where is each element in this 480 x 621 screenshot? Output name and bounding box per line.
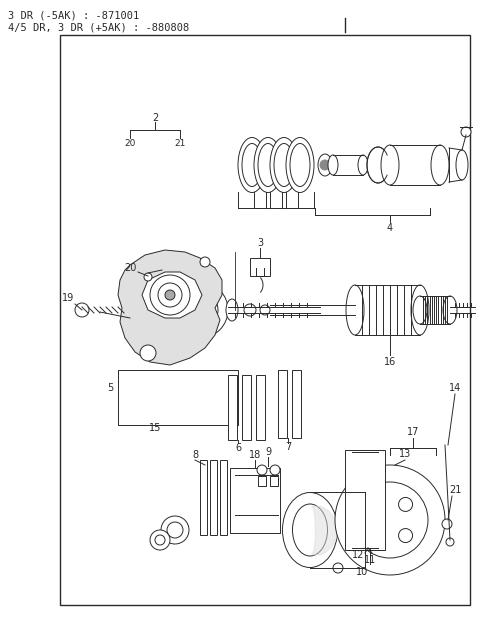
Ellipse shape [431, 145, 449, 185]
Circle shape [182, 292, 218, 328]
Circle shape [200, 257, 210, 267]
Circle shape [165, 290, 175, 300]
Circle shape [335, 465, 445, 575]
Circle shape [167, 522, 183, 538]
Ellipse shape [242, 143, 262, 186]
Text: 20: 20 [124, 138, 136, 148]
Circle shape [193, 303, 207, 317]
Circle shape [244, 304, 256, 316]
Ellipse shape [283, 492, 337, 568]
Text: 15: 15 [149, 423, 161, 433]
Ellipse shape [270, 137, 298, 193]
Ellipse shape [328, 155, 338, 175]
Ellipse shape [456, 150, 468, 180]
Circle shape [75, 303, 89, 317]
Ellipse shape [292, 504, 327, 556]
Circle shape [172, 282, 228, 338]
Circle shape [155, 535, 165, 545]
Circle shape [158, 283, 182, 307]
Bar [242, 375, 251, 440]
Text: 9: 9 [265, 447, 271, 457]
Bar [60, 35, 470, 605]
Circle shape [150, 530, 170, 550]
Circle shape [352, 482, 428, 558]
Polygon shape [118, 250, 222, 365]
Ellipse shape [238, 137, 266, 193]
Text: 14: 14 [449, 383, 461, 393]
Text: 2: 2 [152, 113, 158, 123]
Circle shape [144, 273, 152, 281]
Text: 3: 3 [257, 238, 263, 248]
Circle shape [140, 345, 156, 361]
Ellipse shape [411, 285, 429, 335]
Text: 3 DR (-5AK) : -871001: 3 DR (-5AK) : -871001 [8, 10, 139, 20]
Circle shape [442, 519, 452, 529]
Ellipse shape [254, 137, 282, 193]
Bar [345, 450, 385, 550]
Circle shape [356, 541, 364, 549]
Bar [230, 468, 280, 533]
Text: 19: 19 [62, 293, 74, 303]
Circle shape [320, 160, 330, 170]
Text: 4/5 DR, 3 DR (+5AK) : -880808: 4/5 DR, 3 DR (+5AK) : -880808 [8, 22, 189, 32]
Bar [228, 375, 237, 440]
Bar [258, 476, 266, 486]
Text: 13: 13 [399, 449, 411, 459]
Circle shape [446, 538, 454, 546]
Text: 8: 8 [192, 450, 198, 460]
Ellipse shape [358, 155, 368, 175]
Text: 20: 20 [124, 263, 136, 273]
Bar [292, 370, 301, 438]
Text: 5: 5 [107, 383, 113, 393]
Bar [278, 370, 287, 438]
Ellipse shape [290, 143, 310, 186]
Ellipse shape [318, 154, 332, 176]
Circle shape [368, 528, 382, 543]
Polygon shape [142, 272, 202, 318]
Circle shape [398, 497, 412, 512]
Text: 17: 17 [407, 427, 419, 437]
Ellipse shape [286, 137, 314, 193]
Circle shape [260, 305, 270, 315]
Ellipse shape [346, 285, 364, 335]
Circle shape [161, 516, 189, 544]
Circle shape [333, 563, 343, 573]
Ellipse shape [367, 147, 389, 183]
Bar [210, 460, 217, 535]
Text: 18: 18 [249, 450, 261, 460]
Circle shape [368, 497, 382, 512]
Text: 16: 16 [384, 357, 396, 367]
Ellipse shape [381, 145, 399, 185]
Text: 4: 4 [387, 223, 393, 233]
Text: 21: 21 [449, 485, 461, 495]
Ellipse shape [274, 143, 294, 186]
Ellipse shape [258, 143, 278, 186]
Circle shape [398, 528, 412, 543]
Bar [250, 258, 270, 276]
Bar [256, 375, 265, 440]
Circle shape [150, 275, 190, 315]
Bar [200, 460, 207, 535]
Ellipse shape [443, 296, 457, 324]
Text: 11: 11 [364, 555, 376, 565]
Text: 7: 7 [285, 442, 291, 452]
Text: 21: 21 [174, 138, 186, 148]
Text: 6: 6 [235, 443, 241, 453]
Bar [270, 476, 278, 486]
Text: 10: 10 [356, 567, 368, 577]
Bar [118, 370, 238, 425]
Ellipse shape [413, 296, 427, 324]
Circle shape [461, 127, 471, 137]
Ellipse shape [226, 299, 238, 321]
Circle shape [257, 465, 267, 475]
Circle shape [270, 465, 280, 475]
Bar [220, 460, 227, 535]
Text: 12: 12 [352, 550, 364, 560]
